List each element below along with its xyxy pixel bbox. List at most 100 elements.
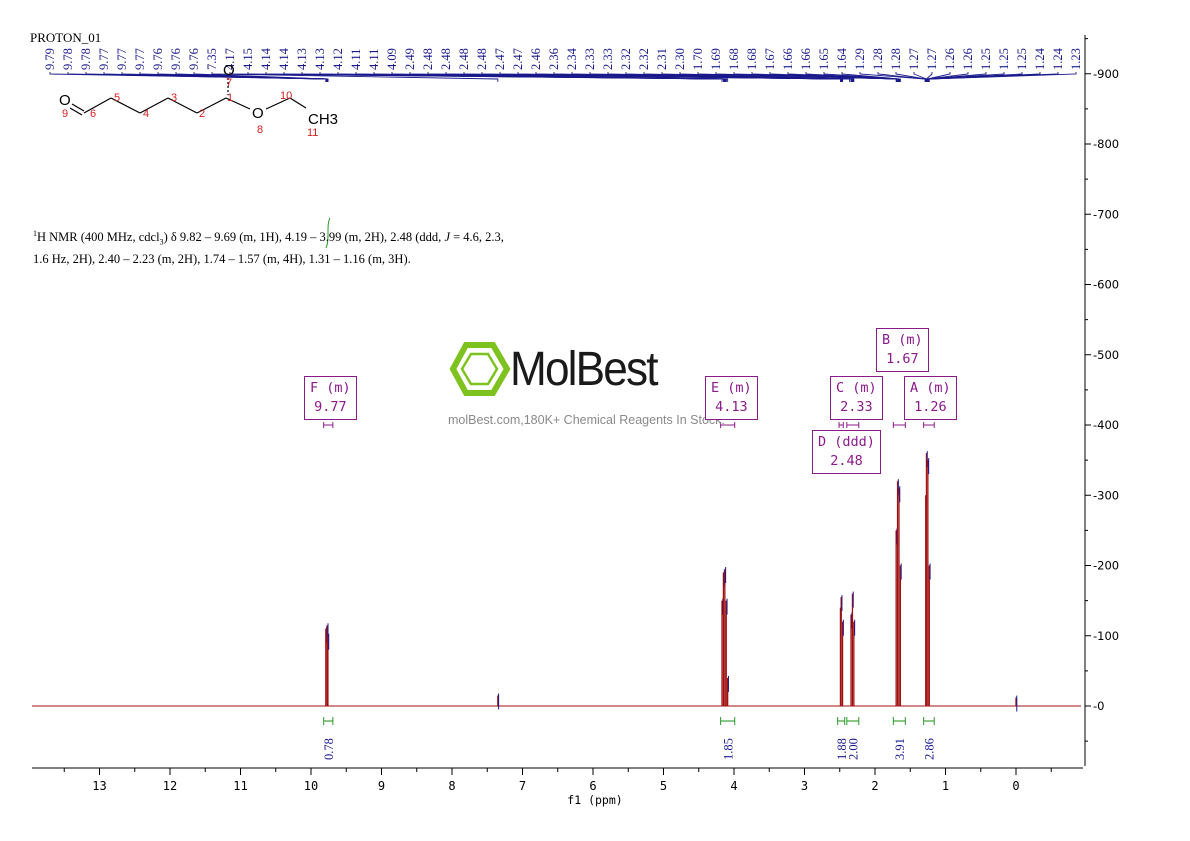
peak-shift-label: 2.47 (493, 48, 507, 70)
peak-shift-label: 9.77 (133, 48, 147, 70)
peak-shift-label: 4.17 (223, 48, 237, 70)
peak-shift-label: 2.32 (619, 48, 633, 70)
spectrum-title: PROTON_01 (30, 30, 102, 45)
nmr-text-part-2: ) δ 9.82 – 9.69 (m, 1H), 4.19 – 3.99 (m,… (163, 230, 445, 245)
peak-label-leader (805, 72, 900, 82)
multiplet-shift: 1.26 (914, 399, 947, 415)
y-tick-label: -300 (1093, 488, 1119, 502)
peak-shift-label: 4.11 (367, 49, 381, 70)
peak-shift-label: 1.66 (781, 48, 795, 70)
nmr-isotope-superscript: 1 (33, 229, 37, 238)
peak-shift-label: 2.31 (655, 48, 669, 70)
peak-shift-label: 2.48 (457, 48, 471, 70)
peak-shift-label: 1.28 (889, 48, 903, 70)
peak-shift-label: 9.77 (115, 48, 129, 70)
multiplet-label: A (m) (910, 380, 951, 396)
peak-shift-label: 4.09 (385, 48, 399, 70)
atom-o-aldehyde: O (59, 92, 71, 109)
peak-shift-label: 4.11 (349, 49, 363, 70)
peak-shift-label: 1.27 (925, 48, 939, 70)
peak-shift-label: 1.64 (835, 47, 849, 70)
y-tick-label: -0 (1093, 699, 1104, 713)
peak-label-layer: 9.79 9.78 9.78 9.77 9.77 9.77 9.76 9.76 9.76 7.35… (43, 47, 1083, 82)
atom-number-8: 8 (257, 124, 263, 136)
atom-number-7: 7 (226, 77, 232, 89)
peak-shift-label: 1.24 (1033, 47, 1047, 70)
multiplet-label: F (m) (310, 380, 351, 396)
y-tick-label: -900 (1093, 67, 1119, 81)
peak-shift-label: 9.76 (169, 48, 183, 70)
x-axis-label: f1 (ppm) (567, 793, 623, 807)
integral-value: 2.86 (923, 738, 937, 760)
atom-number-10: 10 (280, 90, 292, 102)
multiplet-box: D (ddd) 2.48 (812, 430, 881, 474)
nmr-text-line-2: 1.6 Hz, 2H), 2.40 – 2.23 (m, 2H), 1.74 –… (33, 251, 411, 266)
peak-shift-label: 7.35 (205, 48, 219, 70)
x-tick-label: 1 (942, 779, 949, 793)
peak-shift-label: 2.49 (403, 48, 417, 70)
peak-shift-label: 2.34 (565, 47, 579, 70)
nmr-text-part-1: H NMR (400 MHz, cdcl (37, 230, 160, 245)
y-tick-label: -500 (1093, 348, 1119, 362)
y-tick-label: -600 (1093, 278, 1119, 292)
peak-shift-label: 1.68 (745, 48, 759, 70)
atom-number-6: 6 (90, 108, 96, 120)
peak-shift-label: 9.77 (97, 48, 111, 70)
peak-shift-label: 9.76 (151, 48, 165, 70)
atom-number-11: 11 (307, 127, 318, 139)
molbest-logo-icon (449, 342, 511, 396)
peak-shift-label: 2.33 (601, 48, 615, 70)
peak-label-leader (928, 72, 1077, 82)
peak-shift-label: 9.78 (61, 48, 75, 70)
peak-shift-label: 9.79 (43, 48, 57, 70)
peak-label-leader (391, 72, 729, 82)
atom-number-4: 4 (143, 108, 149, 120)
peak-label-leader (193, 72, 329, 82)
peak-shift-label: 2.48 (475, 48, 489, 70)
multiplet-box: A (m) 1.26 (904, 376, 957, 420)
peak-shift-label: 2.47 (511, 48, 525, 70)
peak-shift-label: 1.67 (763, 48, 777, 70)
integral-curve-layer (325, 217, 331, 249)
x-tick-label: 0 (1012, 779, 1019, 793)
peak-shift-label: 1.24 (1051, 47, 1065, 70)
peak-shift-label: 1.70 (691, 48, 705, 70)
peak-shift-label: 1.27 (907, 48, 921, 70)
x-tick-label: 9 (378, 779, 385, 793)
multiplet-box: B (m) 1.67 (876, 328, 929, 372)
peak-shift-label: 2.48 (421, 48, 435, 70)
peak-shift-label: 9.76 (187, 48, 201, 70)
peak-shift-label: 1.28 (871, 48, 885, 70)
multiplet-shift: 1.67 (886, 351, 919, 367)
peak-shift-label: 1.25 (979, 48, 993, 70)
peak-shift-label: 4.15 (241, 48, 255, 70)
peak-label-leader (679, 72, 855, 82)
x-tick-label: 12 (163, 779, 177, 793)
atom-o-carbonyl: O (223, 62, 235, 79)
peak-label-leader (211, 72, 499, 82)
peak-shift-label: 4.14 (277, 47, 291, 70)
atom-number-1: 1 (227, 92, 233, 104)
peak-shift-label: 2.36 (547, 48, 561, 70)
peak-shift-label: 2.32 (637, 48, 651, 70)
multiplet-label: E (m) (711, 380, 752, 396)
peak-shift-label: 4.13 (313, 48, 327, 70)
peak-shift-label: 1.23 (1069, 48, 1083, 70)
peak-label-leader (841, 72, 901, 82)
peak-shift-label: 1.26 (943, 48, 957, 70)
peak-label-leader (823, 72, 901, 82)
x-tick-label: 3 (801, 779, 808, 793)
multiplet-box: F (m) 9.77 (304, 376, 357, 420)
atom-number-5: 5 (114, 92, 120, 104)
peak-label-leader (926, 72, 933, 82)
peak-shift-label: 4.12 (331, 48, 345, 70)
multiplet-label: C (m) (836, 380, 877, 396)
atom-ch3: CH3 (308, 111, 338, 128)
peak-label-leader (895, 72, 927, 82)
multiplet-label: B (m) (882, 332, 923, 348)
spectrum-layer (32, 451, 1081, 712)
axis-layer: 13 12 11 10 9 8 7 6 5 4 3 2 1 0-900-800-700-600-500-4… (32, 35, 1119, 793)
x-tick-label: 5 (660, 779, 667, 793)
peak-shift-label: 1.68 (727, 48, 741, 70)
